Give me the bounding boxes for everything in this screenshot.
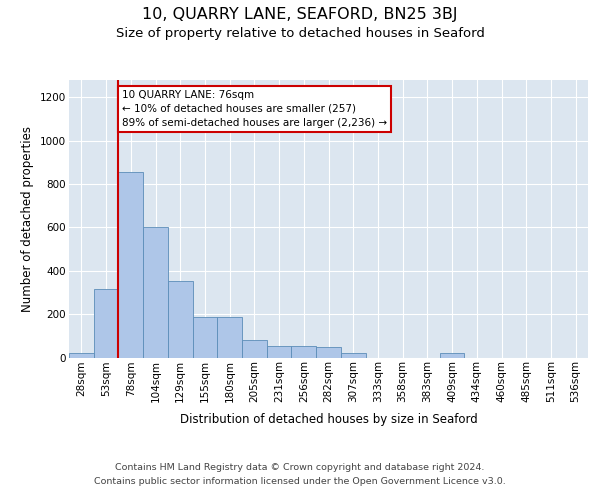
Bar	[118, 172, 143, 358]
Text: Contains HM Land Registry data © Crown copyright and database right 2024.: Contains HM Land Registry data © Crown c…	[115, 462, 485, 471]
Bar	[242, 340, 267, 357]
Bar	[143, 228, 168, 358]
Text: 10, QUARRY LANE, SEAFORD, BN25 3BJ: 10, QUARRY LANE, SEAFORD, BN25 3BJ	[142, 8, 458, 22]
Bar	[94, 289, 118, 358]
Bar	[193, 318, 217, 358]
Y-axis label: Number of detached properties: Number of detached properties	[22, 126, 34, 312]
Bar	[440, 353, 464, 358]
Bar	[341, 353, 365, 358]
Text: 10 QUARRY LANE: 76sqm
← 10% of detached houses are smaller (257)
89% of semi-det: 10 QUARRY LANE: 76sqm ← 10% of detached …	[122, 90, 387, 128]
Bar	[267, 346, 292, 358]
Text: Size of property relative to detached houses in Seaford: Size of property relative to detached ho…	[116, 28, 484, 40]
Bar	[316, 346, 341, 358]
Text: Contains public sector information licensed under the Open Government Licence v3: Contains public sector information licen…	[94, 478, 506, 486]
Bar	[292, 346, 316, 358]
Bar	[168, 280, 193, 357]
Text: Distribution of detached houses by size in Seaford: Distribution of detached houses by size …	[180, 412, 478, 426]
Bar	[69, 353, 94, 358]
Bar	[217, 318, 242, 358]
